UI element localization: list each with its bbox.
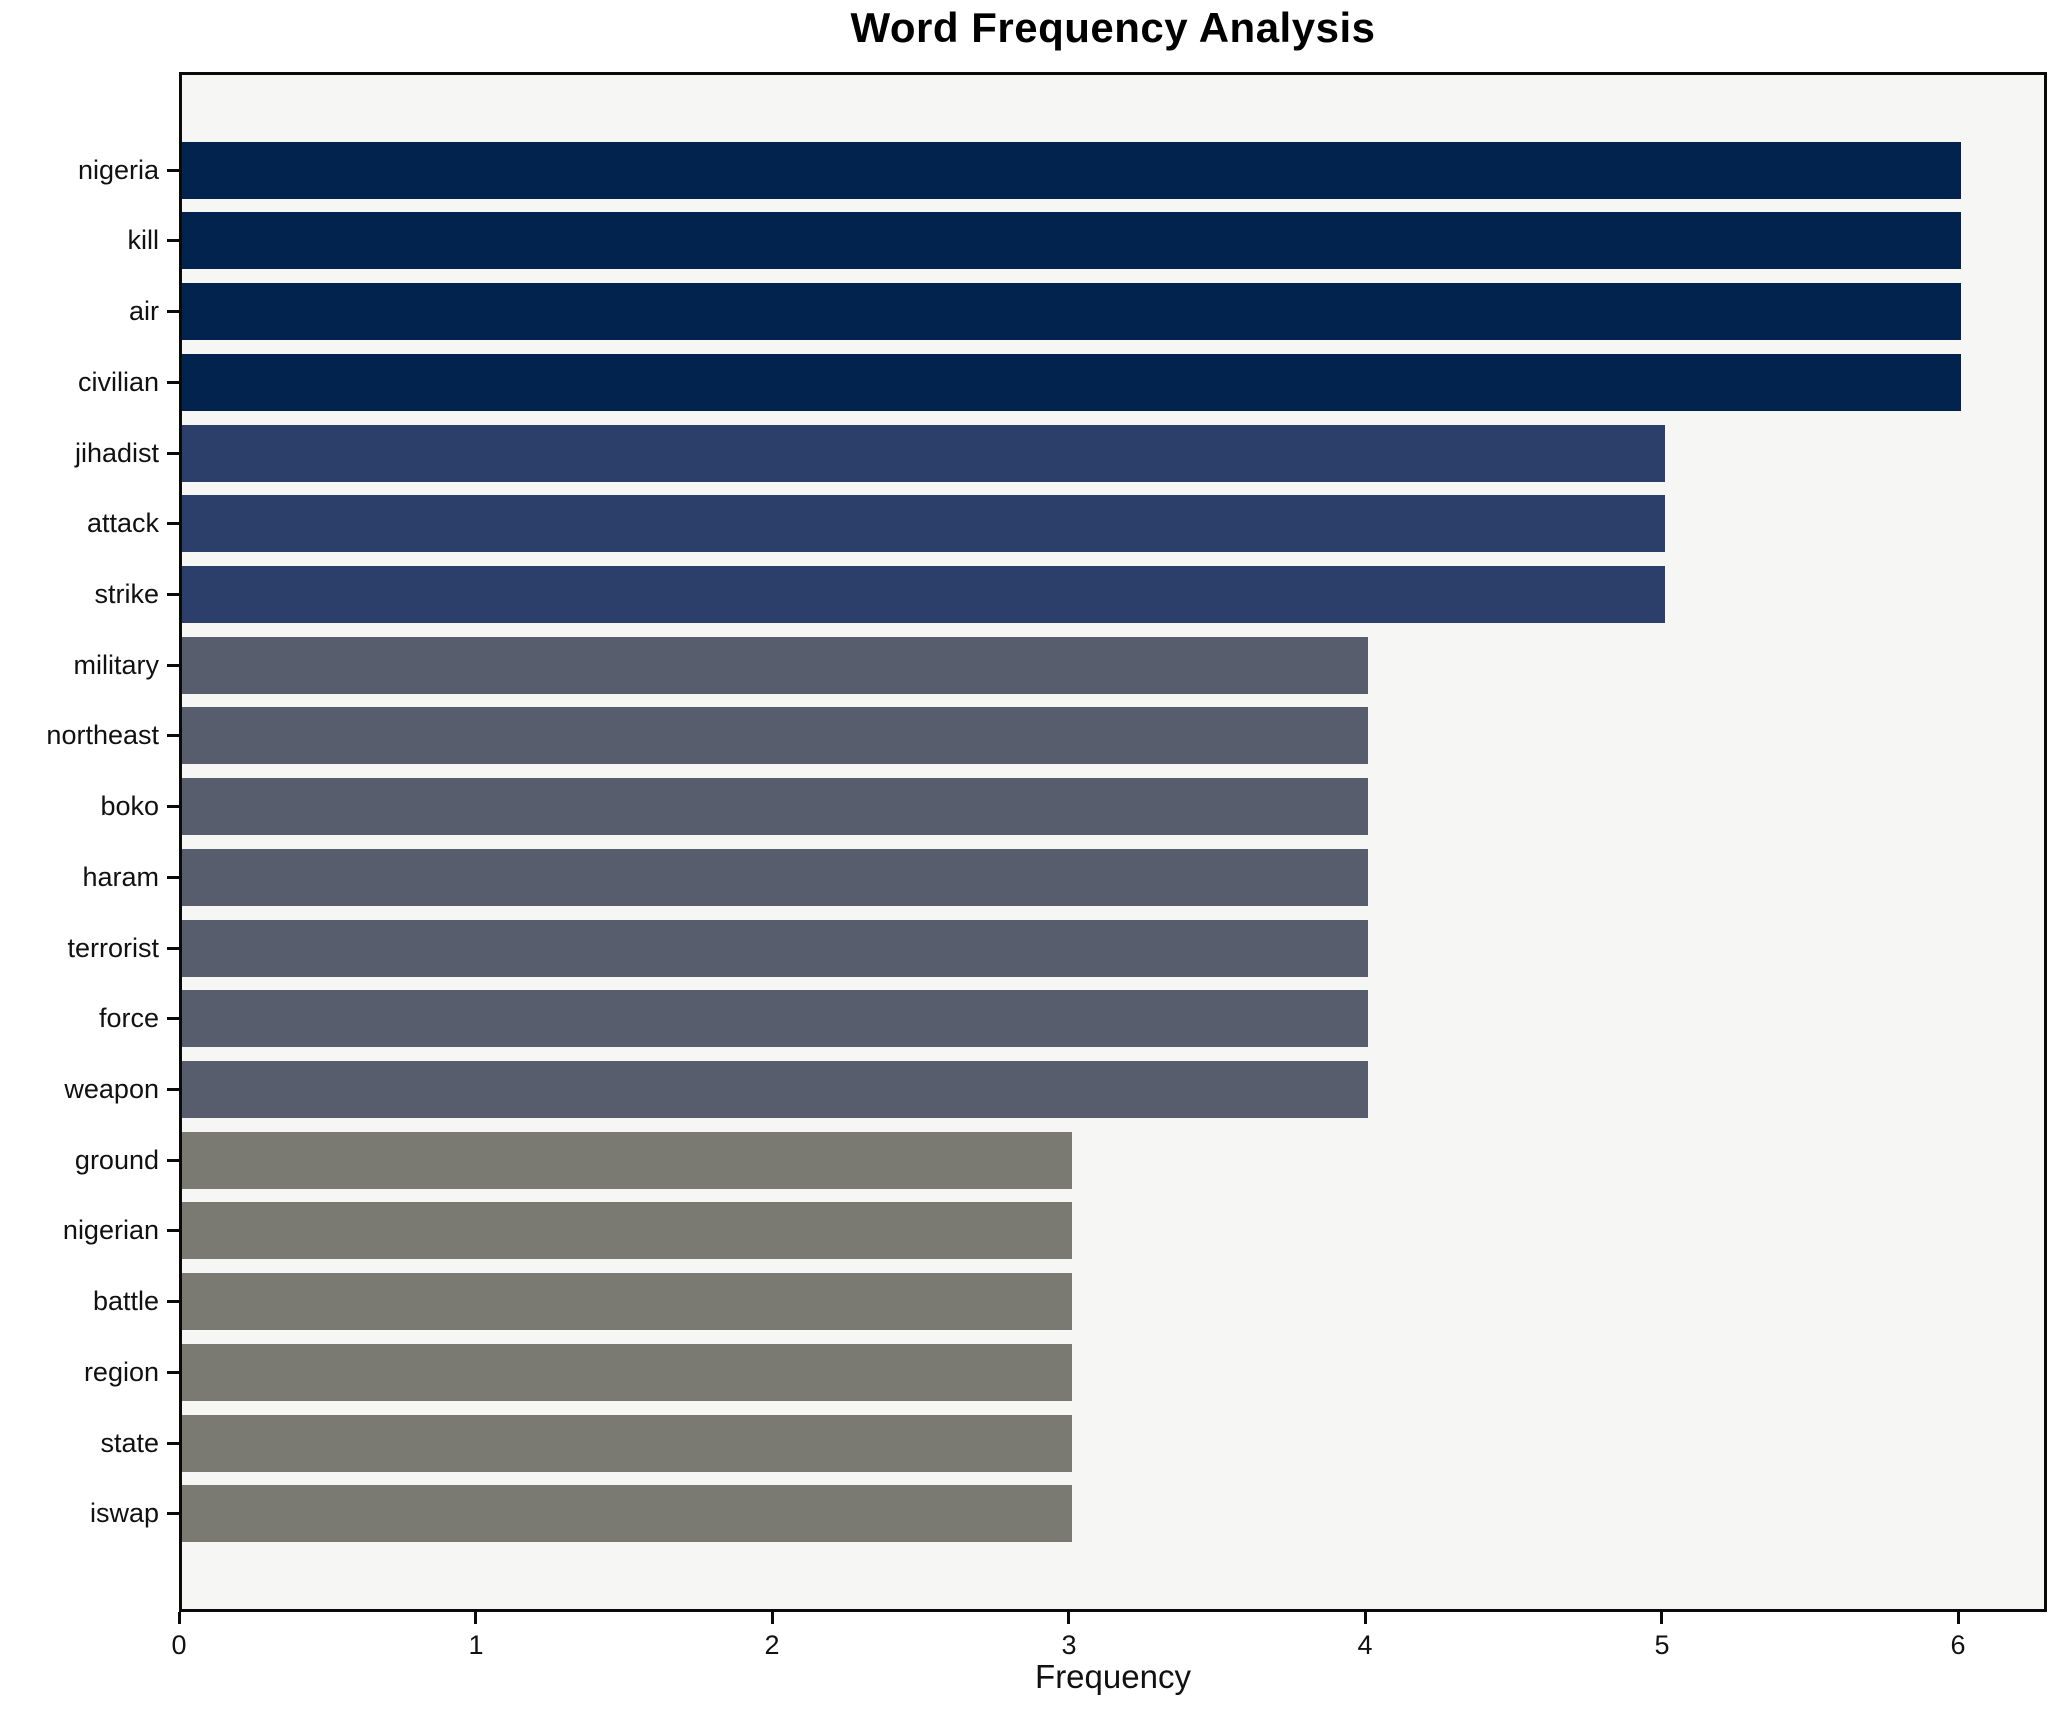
y-tick-mark — [167, 381, 179, 384]
x-tick-label-3: 3 — [1061, 1630, 1077, 1660]
y-tick-label-jihadist: jihadist — [74, 438, 159, 468]
y-tick-mark — [167, 1017, 179, 1020]
bar-civilian — [182, 354, 1961, 411]
bar-strike — [182, 566, 1665, 623]
y-tick-mark — [167, 452, 179, 455]
y-tick-label-boko: boko — [100, 791, 159, 821]
x-tick-label-6: 6 — [1950, 1630, 1966, 1660]
y-tick-mark — [167, 734, 179, 737]
bar-northeast — [182, 707, 1368, 764]
y-tick-label-northeast: northeast — [46, 720, 159, 750]
y-tick-mark — [167, 947, 179, 950]
plot-area — [179, 72, 2047, 1612]
y-tick-mark — [167, 593, 179, 596]
y-tick-label-region: region — [83, 1357, 159, 1387]
y-tick-mark — [167, 876, 179, 879]
bar-kill — [182, 212, 1961, 269]
y-tick-mark — [167, 1300, 179, 1303]
bar-state — [182, 1415, 1072, 1472]
x-tick-label-4: 4 — [1357, 1630, 1373, 1660]
x-tick-mark — [178, 1612, 181, 1624]
x-tick-mark — [771, 1612, 774, 1624]
y-tick-label-terrorist: terrorist — [67, 933, 159, 963]
bar-battle — [182, 1273, 1072, 1330]
bar-region — [182, 1344, 1072, 1401]
y-tick-mark — [167, 310, 179, 313]
y-tick-label-nigerian: nigerian — [62, 1215, 159, 1245]
x-tick-mark — [1957, 1612, 1960, 1624]
y-tick-mark — [167, 805, 179, 808]
bar-nigerian — [182, 1202, 1072, 1259]
y-tick-label-haram: haram — [82, 862, 159, 892]
y-tick-mark — [167, 1159, 179, 1162]
x-tick-label-5: 5 — [1654, 1630, 1670, 1660]
y-tick-mark — [167, 522, 179, 525]
y-tick-mark — [167, 1088, 179, 1091]
y-tick-label-air: air — [128, 296, 159, 326]
bar-force — [182, 990, 1368, 1047]
y-tick-label-iswap: iswap — [89, 1498, 159, 1528]
bar-boko — [182, 778, 1368, 835]
y-tick-label-force: force — [98, 1003, 159, 1033]
x-tick-label-0: 0 — [171, 1630, 187, 1660]
y-tick-mark — [167, 1442, 179, 1445]
y-tick-label-state: state — [100, 1428, 159, 1458]
bar-haram — [182, 849, 1368, 906]
y-tick-label-battle: battle — [92, 1286, 159, 1316]
x-axis-label: Frequency — [1035, 1658, 1191, 1695]
y-tick-label-weapon: weapon — [64, 1074, 159, 1104]
bar-weapon — [182, 1061, 1368, 1118]
bar-military — [182, 637, 1368, 694]
x-tick-label-1: 1 — [468, 1630, 484, 1660]
y-tick-label-civilian: civilian — [77, 367, 159, 397]
x-tick-mark — [474, 1612, 477, 1624]
bar-ground — [182, 1132, 1072, 1189]
y-tick-mark — [167, 1371, 179, 1374]
x-tick-mark — [1660, 1612, 1663, 1624]
y-tick-label-ground: ground — [74, 1145, 159, 1175]
y-tick-label-nigeria: nigeria — [77, 155, 159, 185]
y-tick-label-kill: kill — [127, 225, 160, 255]
chart-title: Word Frequency Analysis — [850, 4, 1376, 51]
bar-terrorist — [182, 920, 1368, 977]
y-tick-mark — [167, 1512, 179, 1515]
y-tick-label-military: military — [73, 650, 160, 680]
bar-iswap — [182, 1485, 1072, 1542]
y-tick-mark — [167, 664, 179, 667]
x-tick-label-2: 2 — [764, 1630, 780, 1660]
bar-attack — [182, 495, 1665, 552]
y-tick-mark — [167, 169, 179, 172]
bar-jihadist — [182, 425, 1665, 482]
y-tick-mark — [167, 239, 179, 242]
y-tick-label-strike: strike — [94, 579, 159, 609]
y-tick-mark — [167, 1229, 179, 1232]
bar-nigeria — [182, 142, 1961, 199]
x-tick-mark — [1364, 1612, 1367, 1624]
bar-air — [182, 283, 1961, 340]
x-tick-mark — [1067, 1612, 1070, 1624]
y-tick-label-attack: attack — [86, 508, 159, 538]
